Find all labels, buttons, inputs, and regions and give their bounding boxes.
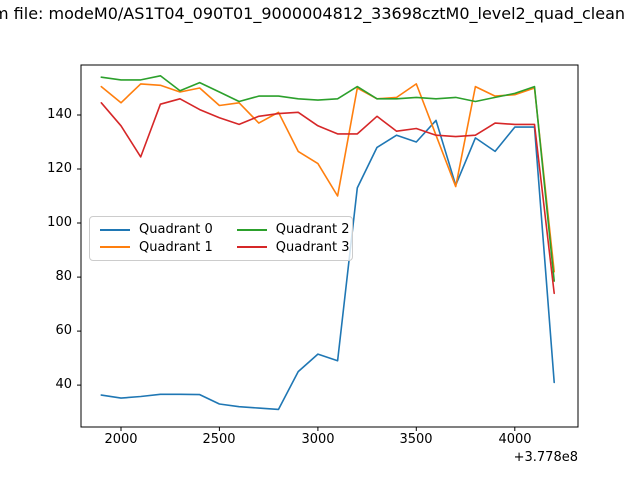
legend-item-quadrant-1: Quadrant 1 [100, 240, 213, 255]
y-tick-label: 60 [55, 323, 72, 338]
legend-label-quadrant-1: Quadrant 1 [139, 239, 213, 255]
legend-item-quadrant-2: Quadrant 2 [236, 222, 350, 238]
x-tick-label: 2500 [202, 432, 236, 447]
legend-item-quadrant-0: Quadrant 0 [100, 222, 213, 237]
legend-line-swatch-quadrant-0 [100, 228, 130, 231]
legend: Quadrant 0 Quadrant 1 Quadrant 2 Quadran… [89, 216, 353, 261]
legend-item-quadrant-3: Quadrant 3 [236, 239, 350, 255]
legend-line-swatch-quadrant-2 [236, 228, 267, 231]
y-tick-label: 100 [47, 215, 72, 230]
legend-line-swatch-quadrant-1 [100, 246, 130, 249]
x-tick-label: 4000 [498, 432, 532, 447]
y-tick-label: 80 [55, 269, 72, 284]
legend-label-quadrant-2: Quadrant 2 [275, 222, 350, 238]
chart-title: m file: modeM0/AS1T04_090T01_9000004812_… [0, 4, 626, 23]
x-tick-label: 3500 [399, 432, 433, 447]
legend-line-swatch-quadrant-3 [236, 246, 267, 249]
legend-label-quadrant-0: Quadrant 0 [139, 222, 213, 238]
legend-label-quadrant-3: Quadrant 3 [275, 239, 350, 255]
y-tick-label: 120 [47, 161, 72, 176]
y-tick-label: 140 [47, 107, 72, 122]
x-tick-label: 2000 [104, 432, 138, 447]
x-tick-label: 3000 [301, 432, 335, 447]
y-tick-label: 40 [55, 377, 72, 392]
x-axis-offset-label: +3.778e8 [513, 450, 578, 465]
